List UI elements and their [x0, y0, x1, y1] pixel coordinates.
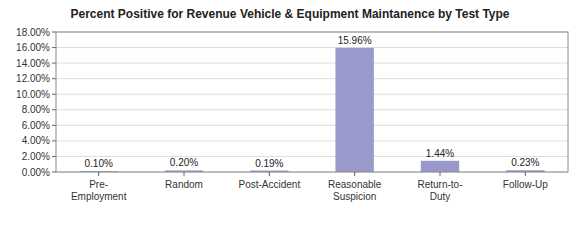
y-tick-label: 6.00% — [22, 120, 50, 131]
y-tick — [52, 32, 56, 33]
x-tick-label-line: Duty — [430, 191, 451, 202]
x-tick-label-line: Follow-Up — [503, 179, 548, 190]
x-tick-label: Random — [165, 179, 203, 190]
x-axis: Pre-Employment Random Post-Accident Reasona… — [71, 172, 548, 202]
grid-line — [56, 94, 568, 95]
y-tick — [52, 94, 56, 95]
y-axis: 0.00% 2.00% 4.00% 6.00% 8.00% 10.00% 12.00% 14.… — [16, 27, 568, 178]
y-tick — [52, 140, 56, 141]
grid-line — [56, 125, 568, 126]
x-tick — [98, 172, 99, 176]
y-tick — [52, 109, 56, 110]
y-tick-label: 12.00% — [16, 73, 50, 84]
y-tick — [52, 172, 56, 173]
x-tick — [269, 172, 270, 176]
chart-svg: Percent Positive for Revenue Vehicle & E… — [0, 0, 580, 225]
x-tick-label: Pre-Employment — [71, 179, 127, 202]
y-tick-label: 8.00% — [22, 104, 50, 115]
data-label: 15.96% — [338, 35, 372, 46]
y-tick — [52, 78, 56, 79]
grid-line — [56, 78, 568, 79]
x-tick — [354, 172, 355, 176]
x-tick-label-line: Employment — [71, 191, 127, 202]
data-label: 1.44% — [426, 148, 454, 159]
y-tick-label: 10.00% — [16, 89, 50, 100]
y-tick-label: 0.00% — [22, 167, 50, 178]
data-label: 0.23% — [511, 157, 539, 168]
bar — [421, 161, 459, 172]
x-tick — [440, 172, 441, 176]
y-tick-label: 4.00% — [22, 135, 50, 146]
x-tick-label: Follow-Up — [503, 179, 548, 190]
data-label: 0.20% — [170, 157, 198, 168]
y-tick-label: 14.00% — [16, 58, 50, 69]
grid-line — [56, 156, 568, 157]
y-tick-label: 2.00% — [22, 151, 50, 162]
y-tick — [52, 63, 56, 64]
grid-line — [56, 140, 568, 141]
y-tick-label: 16.00% — [16, 42, 50, 53]
y-tick — [52, 125, 56, 126]
x-tick-label-line: Post-Accident — [238, 179, 300, 190]
y-tick-label: 18.00% — [16, 27, 50, 38]
y-tick — [52, 47, 56, 48]
grid-line — [56, 109, 568, 110]
grid-line — [56, 63, 568, 64]
x-tick — [525, 172, 526, 176]
x-tick-label-line: Suspicion — [333, 191, 376, 202]
x-tick — [184, 172, 185, 176]
x-tick-label-line: Random — [165, 179, 203, 190]
x-tick-label: ReasonableSuspicion — [328, 179, 382, 202]
x-tick-label: Post-Accident — [238, 179, 300, 190]
chart-container: Percent Positive for Revenue Vehicle & E… — [0, 0, 580, 225]
grid-line — [56, 47, 568, 48]
y-tick — [52, 156, 56, 157]
data-label: 0.19% — [255, 158, 283, 169]
data-label: 0.10% — [84, 158, 112, 169]
chart-title: Percent Positive for Revenue Vehicle & E… — [70, 7, 509, 21]
x-tick-label-line: Reasonable — [328, 179, 382, 190]
bar — [335, 48, 373, 172]
x-tick-label-line: Return-to- — [417, 179, 462, 190]
x-tick-label-line: Pre- — [89, 179, 108, 190]
plot-frame — [56, 32, 568, 172]
bars — [79, 48, 544, 172]
x-tick-label: Return-to-Duty — [417, 179, 462, 202]
data-labels: 0.10% 0.20% 0.19% 15.96% 1.44% 0.23% — [84, 35, 539, 169]
